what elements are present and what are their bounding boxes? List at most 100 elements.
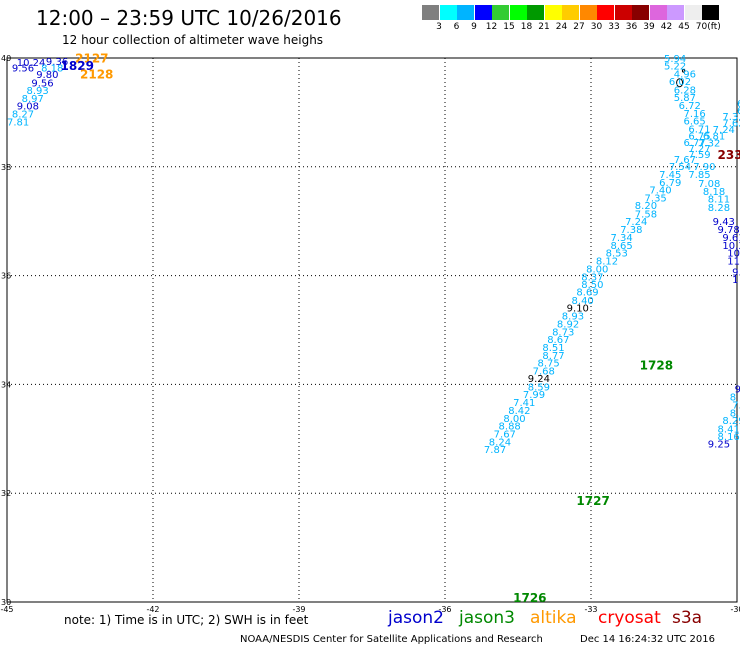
legend-swatch (422, 5, 439, 20)
legend-label: 21 (538, 22, 550, 32)
latitude-tick-label: 38 (1, 163, 11, 172)
wave-height-value: 7.59 (688, 150, 710, 161)
footer-note: note: 1) Time is in UTC; 2) SWH is in fe… (64, 613, 309, 627)
wave-height-value: 8.3 (730, 408, 740, 419)
legend-swatch (632, 5, 649, 20)
legend-swatch (579, 5, 597, 20)
wave-height-value: 4.96 (674, 70, 696, 81)
wave-height-value: 9.25 (708, 440, 730, 451)
legend-label: 24 (555, 22, 568, 32)
legend-swatch (544, 5, 562, 20)
pass-time-label: 2127 (75, 51, 108, 65)
longitude-tick-label: -30 (730, 605, 740, 614)
wave-height-value: 8.73 (552, 327, 574, 338)
legend-label: 30 (590, 22, 603, 32)
wave-height-value: 9.80 (36, 70, 58, 81)
wave-height-value: 10.3 (722, 241, 740, 252)
island-outline (676, 78, 684, 88)
wave-height-value: 6.81 (703, 132, 725, 143)
wave-height-value: 8.97 (22, 94, 44, 105)
wave-height-value: 7.99 (523, 390, 545, 401)
wave-height-value: 8.93 (26, 86, 48, 97)
wave-height-value: 9.43 (713, 217, 735, 228)
page-subtitle: 12 hour collection of altimeter wave hei… (62, 33, 324, 47)
wave-height-value: 8.92 (557, 319, 579, 330)
wave-height-value: 8.16 (718, 432, 740, 443)
wave-height-value: 7.67 (674, 155, 696, 166)
longitude-tick-label: -36 (438, 605, 451, 614)
legend-label: 42 (660, 22, 673, 32)
wave-height-value: 6.72 (679, 101, 701, 112)
wave-height-value: 7.90 (693, 162, 715, 173)
wave-height-value: 6.65 (683, 116, 705, 127)
satellite-altika: altika (530, 608, 577, 628)
wave-height-value: 7.67 (494, 430, 516, 441)
wave-height-value: 7.62 (722, 119, 740, 130)
wave-height-value: 7. (732, 400, 740, 411)
wave-height-value: 8.59 (528, 382, 550, 393)
legend-swatch (684, 5, 702, 20)
legend-label: 70 (695, 22, 708, 32)
satellite-s3a: s3a (672, 608, 703, 628)
legend-label: 18 (520, 22, 533, 32)
legend-label: 45 (678, 22, 690, 32)
wave-height-value: 8.53 (606, 249, 628, 260)
wave-height-value: 6.77 (683, 138, 705, 149)
wave-height-value: 7.24 (625, 217, 647, 228)
generation-timestamp: Dec 14 16:24:32 UTC 2016 (580, 634, 715, 645)
latitude-tick-label: 34 (1, 380, 11, 389)
wave-height-value: 7.35 (645, 194, 667, 205)
wave-height-value: 7.81 (7, 117, 29, 128)
pass-time-label: 1727 (576, 494, 609, 508)
wave-height-value: 8 (730, 393, 736, 404)
credit-line: NOAA/NESDIS Center for Satellite Applica… (240, 634, 543, 645)
wave-height-value: 8.29 (722, 416, 740, 427)
latitude-tick-label: 40 (1, 54, 11, 63)
legend-swatch (597, 5, 614, 20)
wave-height-value: 6.71 (688, 125, 710, 136)
wave-height-value: 7.08 (698, 179, 720, 190)
page-title: 12:00 – 23:59 UTC 10/26/2016 (36, 6, 342, 30)
wave-height-value: 8.65 (610, 241, 632, 252)
wave-height-value: 8.50 (581, 280, 603, 291)
wave-height-value: 7.85 (688, 170, 710, 181)
wave-height-value: 8.69 (576, 288, 598, 299)
legend-swatch (562, 5, 579, 20)
wave-height-value: 8.28 (708, 203, 730, 214)
wave-height-value: 8.24 (489, 437, 511, 448)
wave-height-value: 8.77 (542, 351, 564, 362)
wave-height-value: 5.22 (664, 61, 686, 72)
longitude-tick-label: -39 (292, 605, 305, 614)
legend-swatch (457, 5, 474, 20)
legend-label: 12 (485, 22, 498, 32)
legend-label: 6 (453, 22, 460, 32)
wave-height-value: 8.42 (508, 406, 530, 417)
pass-time-label: 1728 (640, 359, 673, 373)
wave-height-value: 7.27 (688, 144, 710, 155)
wave-height-value: 9. (732, 268, 740, 279)
wave-height-value: 6.9 (737, 106, 740, 117)
legend-label: 36 (625, 22, 638, 32)
wave-height-value: 7.54 (669, 162, 691, 173)
legend-swatch (649, 5, 667, 20)
wave-height-value: 7.58 (635, 209, 657, 220)
wave-height-value: 8.12 (596, 257, 618, 268)
wave-height-value: 7.34 (610, 233, 632, 244)
wave-height-value: 7.24 (713, 125, 735, 136)
legend-label: 15 (503, 22, 515, 32)
wave-height-value: 8.18 (703, 187, 725, 198)
wave-height-value: 8.51 (542, 343, 564, 354)
wave-height-value: 8.37 (581, 272, 603, 283)
wave-height-value: 7.33 (722, 112, 740, 123)
wave-height-value: 8.27 (12, 109, 34, 120)
wave-height-value: 7.41 (513, 398, 535, 409)
legend-swatch (667, 5, 684, 20)
wave-height-value: 8.18 (41, 64, 63, 75)
wave-height-value: 6.7 (737, 99, 740, 110)
satellite-cryosat: cryosat (598, 608, 661, 628)
pass-time-label: 1726 (513, 591, 546, 605)
pass-time-label: 2128 (80, 68, 113, 82)
wave-height-value: 8.41 (718, 424, 740, 435)
wave-height-value: 8.11 (708, 195, 730, 206)
